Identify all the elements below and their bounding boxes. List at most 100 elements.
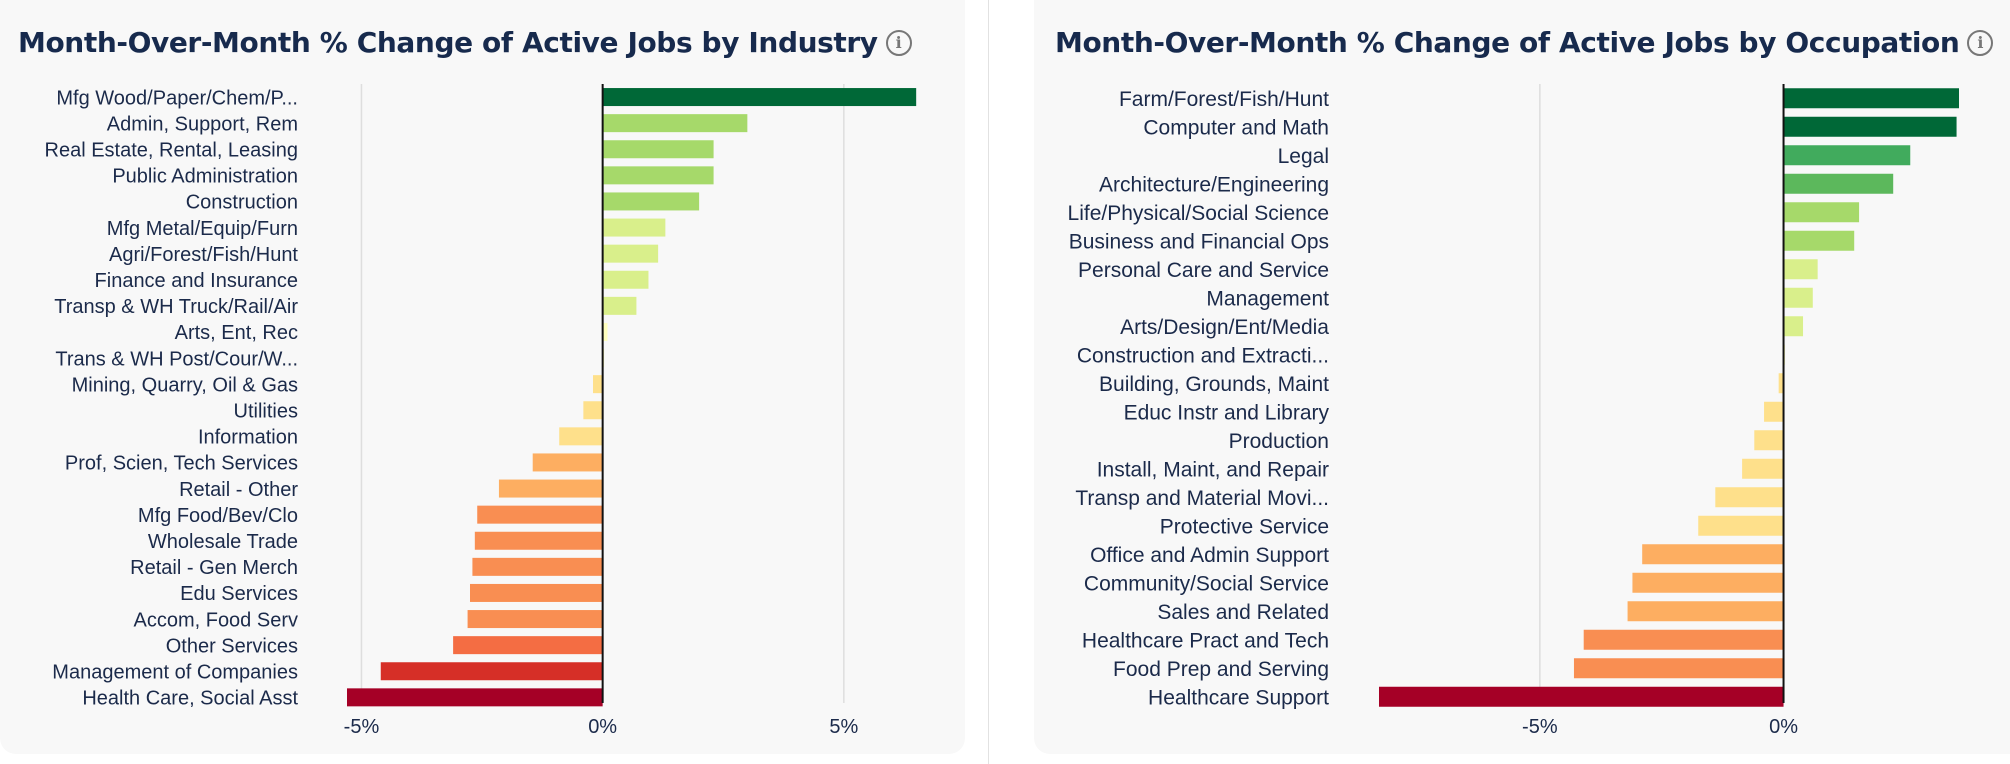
occupation-bar-chart: Farm/Forest/Fish/Hunt Computer and Math Le… bbox=[1068, 84, 1959, 738]
category-label: Real Estate, Rental, Leasing bbox=[45, 139, 299, 161]
bar[interactable] bbox=[1783, 145, 1911, 166]
category-label: Health Care, Social Asst bbox=[82, 688, 298, 710]
bar[interactable] bbox=[1715, 487, 1784, 508]
category-label: Arts/Design/Ent/Media bbox=[1120, 316, 1329, 339]
category-label: Edu Services bbox=[180, 583, 298, 605]
category-label: Office and Admin Support bbox=[1090, 544, 1329, 567]
panel-divider bbox=[988, 0, 989, 764]
category-label: Wholesale Trade bbox=[148, 531, 298, 553]
bar[interactable] bbox=[1783, 316, 1804, 337]
category-label: Information bbox=[198, 427, 298, 449]
bar[interactable] bbox=[1778, 373, 1784, 394]
bar[interactable] bbox=[602, 296, 637, 315]
bar[interactable] bbox=[1783, 259, 1818, 280]
industry-title-row: Month-Over-Month % Change of Active Jobs… bbox=[18, 26, 912, 59]
category-label: Agri/Forest/Fish/Hunt bbox=[109, 244, 298, 266]
industry-chart-panel: Month-Over-Month % Change of Active Jobs… bbox=[0, 0, 965, 754]
bar[interactable] bbox=[474, 531, 603, 550]
occupation-title-row: Month-Over-Month % Change of Active Jobs… bbox=[1055, 26, 1994, 59]
bar[interactable] bbox=[1783, 287, 1813, 308]
bar[interactable] bbox=[532, 453, 603, 472]
bar[interactable] bbox=[602, 166, 714, 185]
tick-label: -5% bbox=[344, 716, 380, 738]
bar[interactable] bbox=[380, 662, 603, 681]
bar[interactable] bbox=[1573, 658, 1784, 679]
bar[interactable] bbox=[1627, 601, 1784, 622]
category-label: Construction bbox=[186, 192, 298, 214]
bar[interactable] bbox=[1754, 430, 1784, 451]
bar[interactable] bbox=[1632, 572, 1784, 593]
bar[interactable] bbox=[1783, 230, 1855, 251]
category-label: Trans & WH Post/Cour/W... bbox=[55, 348, 298, 370]
bar[interactable] bbox=[347, 688, 603, 707]
category-label: Architecture/Engineering bbox=[1099, 173, 1329, 196]
info-icon[interactable]: i bbox=[1967, 29, 1994, 56]
category-label: Community/Social Service bbox=[1084, 572, 1329, 595]
tick-label: -5% bbox=[1522, 716, 1558, 738]
bar[interactable] bbox=[602, 244, 659, 263]
bar[interactable] bbox=[1642, 544, 1784, 565]
category-label: Healthcare Pract and Tech bbox=[1082, 629, 1329, 652]
category-label: Healthcare Support bbox=[1148, 686, 1329, 709]
category-label: Utilities bbox=[234, 400, 298, 422]
category-label: Retail - Other bbox=[179, 479, 298, 501]
category-label: Business and Financial Ops bbox=[1069, 230, 1329, 253]
category-label: Mfg Wood/Paper/Chem/P... bbox=[56, 87, 298, 109]
bar[interactable] bbox=[559, 427, 603, 446]
category-label: Transp & WH Truck/Rail/Air bbox=[54, 296, 298, 318]
occupation-chart-panel: Month-Over-Month % Change of Active Jobs… bbox=[1034, 0, 2010, 754]
category-label: Production bbox=[1229, 430, 1329, 453]
bar[interactable] bbox=[602, 322, 608, 341]
category-label: Mfg Metal/Equip/Furn bbox=[107, 218, 298, 240]
bar[interactable] bbox=[470, 583, 603, 602]
category-label: Building, Grounds, Maint bbox=[1099, 373, 1329, 396]
category-label: Sales and Related bbox=[1157, 601, 1329, 624]
category-label: Food Prep and Serving bbox=[1113, 658, 1329, 681]
category-label: Mining, Quarry, Oil & Gas bbox=[72, 374, 298, 396]
bar[interactable] bbox=[1583, 629, 1784, 650]
info-icon[interactable]: i bbox=[885, 29, 912, 56]
bar[interactable] bbox=[472, 557, 603, 576]
bar[interactable] bbox=[1783, 116, 1957, 137]
industry-bar-chart: Mfg Wood/Paper/Chem/P... Admin, Support, … bbox=[45, 84, 917, 738]
category-label: Other Services bbox=[166, 635, 298, 657]
category-label: Legal bbox=[1278, 145, 1329, 168]
bar[interactable] bbox=[583, 401, 603, 420]
category-label: Personal Care and Service bbox=[1078, 259, 1329, 282]
bar[interactable] bbox=[1742, 458, 1784, 479]
bar[interactable] bbox=[602, 88, 917, 107]
category-label: Finance and Insurance bbox=[95, 270, 298, 292]
bar[interactable] bbox=[467, 610, 603, 629]
category-label: Admin, Support, Rem bbox=[107, 113, 298, 135]
bar[interactable] bbox=[1783, 88, 1959, 109]
category-label: Install, Maint, and Repair bbox=[1097, 458, 1329, 481]
industry-chart-title: Month-Over-Month % Change of Active Jobs… bbox=[18, 26, 878, 59]
bar[interactable] bbox=[602, 270, 649, 289]
bar[interactable] bbox=[602, 140, 714, 159]
category-label: Educ Instr and Library bbox=[1124, 401, 1330, 424]
bar[interactable] bbox=[602, 218, 666, 237]
bar[interactable] bbox=[1783, 202, 1860, 223]
category-label: Prof, Scien, Tech Services bbox=[65, 453, 298, 475]
category-label: Arts, Ent, Rec bbox=[175, 322, 298, 344]
bar[interactable] bbox=[1764, 401, 1784, 422]
category-label: Life/Physical/Social Science bbox=[1068, 202, 1329, 225]
category-label: Mfg Food/Bev/Clo bbox=[138, 505, 298, 527]
tick-label: 0% bbox=[1769, 716, 1798, 738]
category-label: Farm/Forest/Fish/Hunt bbox=[1119, 88, 1329, 111]
bar[interactable] bbox=[1379, 686, 1784, 707]
category-label: Retail - Gen Merch bbox=[130, 557, 298, 579]
category-label: Accom, Food Serv bbox=[133, 609, 298, 631]
bar[interactable] bbox=[498, 479, 603, 498]
bar[interactable] bbox=[602, 192, 700, 211]
category-label: Management of Companies bbox=[52, 661, 298, 683]
bar[interactable] bbox=[593, 375, 603, 394]
occupation-chart-title: Month-Over-Month % Change of Active Jobs… bbox=[1055, 26, 1960, 59]
tick-label: 5% bbox=[829, 716, 858, 738]
bar[interactable] bbox=[1783, 173, 1894, 194]
bar[interactable] bbox=[602, 114, 748, 133]
bar[interactable] bbox=[453, 636, 603, 655]
category-label: Protective Service bbox=[1160, 515, 1329, 538]
bar[interactable] bbox=[477, 505, 603, 524]
bar[interactable] bbox=[1698, 515, 1784, 536]
